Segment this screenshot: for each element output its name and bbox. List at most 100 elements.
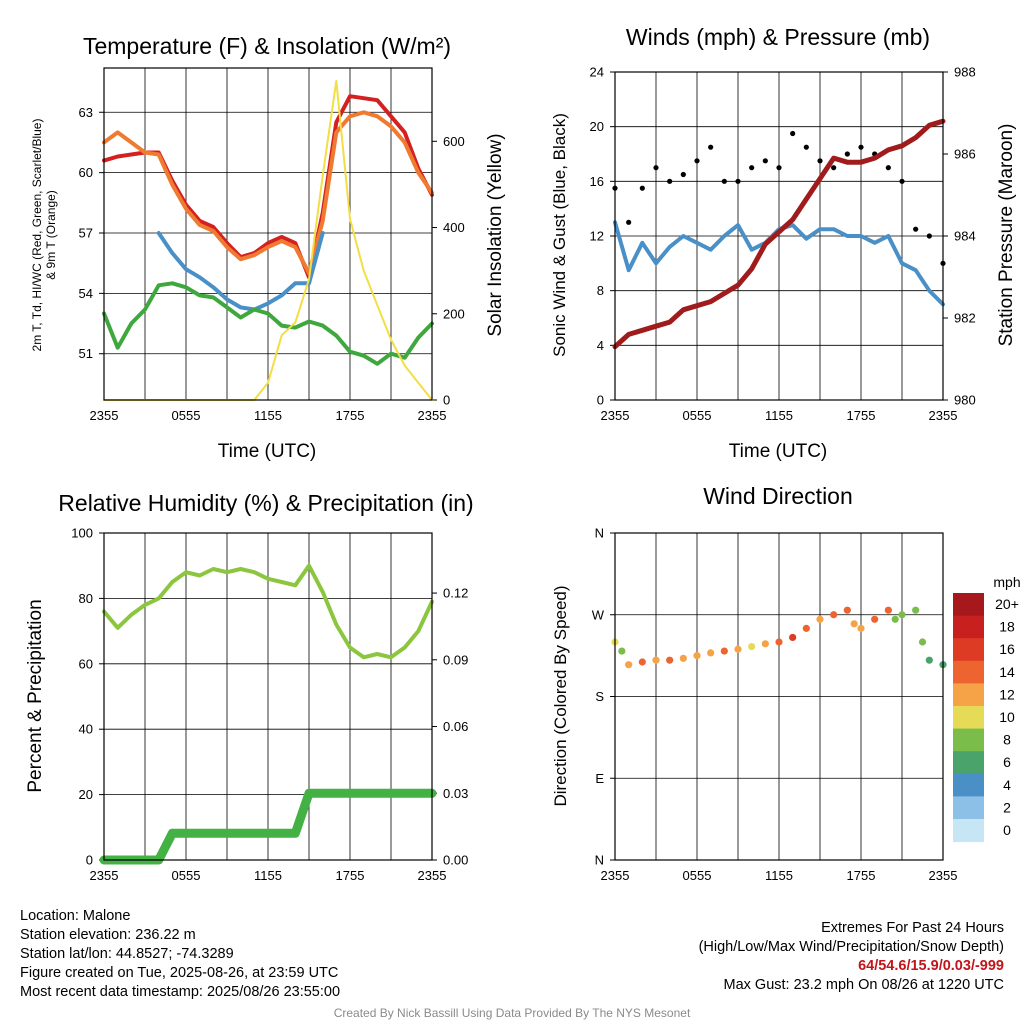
y2-tick-label: 0.06 [443,719,468,734]
x-tick-label-1755: 1755 [336,868,365,883]
plot-frame [614,532,944,861]
colorbar-swatch [953,706,984,730]
wind-xlabel: Time (UTC) [729,441,828,462]
y-tick-label: 60 [79,656,93,671]
direction-point [918,638,927,646]
direction-point [748,642,756,651]
gust-point [626,219,632,225]
gust-point [790,130,796,137]
colorbar-label: 6 [1003,754,1011,770]
colorbar-label: 4 [1003,777,1011,793]
credit-line: Created By Nick Bassill Using Data Provi… [333,1006,691,1020]
y-tick-label: 63 [79,105,93,120]
colorbar-label: 18 [999,619,1015,635]
gust-point [776,165,782,171]
colorbar-label: 20+ [995,596,1019,612]
gust-point [694,158,700,164]
wind-ylabel: Sonic Wind & Gust (Blue, Black) [550,113,569,357]
gust-point [762,158,768,164]
colorbar-label: 12 [999,686,1015,702]
y-tick-label: 24 [590,65,604,80]
x-tick-label-1755: 1755 [336,408,365,423]
gust-point [858,144,864,150]
direction-point [857,624,865,632]
direction-point [850,620,858,628]
x-tick-label-1155: 1155 [765,408,793,423]
direction-point [679,654,687,662]
y2-tick-label: 986 [954,147,976,162]
y2-tick-label: 988 [954,65,976,80]
direction-point [618,647,626,655]
y-tick-label: 0 [86,853,93,868]
y-tick-label: 80 [79,591,93,606]
direction-point [734,645,742,653]
plot-frame [103,532,433,861]
gust-point [844,151,850,157]
station-latlon: Station lat/lon: 44.8527; -74.3289 [20,946,234,962]
y2-tick-label: 400 [443,220,465,235]
direction-point [761,640,769,648]
y2-tick-label: 600 [443,134,465,149]
direction-point [638,658,646,666]
x-tick-label-2355: 2355 [929,408,958,423]
direction-point [720,647,728,655]
y-tick-label: 4 [597,338,604,353]
direction-point [652,656,660,664]
y2-tick-label: 0.09 [443,652,468,667]
x-tick-label-1155: 1155 [765,868,793,883]
temp-xlabel: Time (UTC) [218,441,317,462]
temperature-plot: 2355 0555 1155 1755 2355 51 54 57 60 63 0 200 400 600 [79,67,465,423]
x-tick-label-1755: 1755 [847,868,876,883]
x-tick-label-0555: 0555 [683,408,712,423]
colorbar-title: mph [993,574,1020,590]
x-tick-label-2355: 2355 [418,868,447,883]
station-info: Location: Malone Station elevation: 236.… [20,907,340,1002]
gust-point [817,158,823,164]
colorbar-label: 8 [1003,732,1011,748]
speed-colorbar: mph 20+ 18 16 14 12 10 8 6 4 2 0 [953,574,1021,843]
rh-ylabel: Percent & Precipitation [25,599,46,792]
y2-tick-label: 200 [443,306,465,321]
y2-tick-label: 980 [954,393,976,408]
station-pressure-line [612,118,946,350]
colorbar-label: 10 [999,709,1015,725]
gust-point [885,165,891,171]
y2-tick-label: 0.12 [443,586,468,601]
y-tick-label: 40 [79,722,93,737]
extremes-title: Extremes For Past 24 Hours [821,920,1004,936]
temp-y2label: Solar Insolation (Yellow) [485,133,506,336]
y-tick-label: 51 [79,346,93,361]
y-tick-label: 8 [597,283,604,298]
direction-point [884,606,892,614]
direction-point [871,615,879,623]
colorbar-swatch [953,751,984,775]
x-tick-label-2355: 2355 [601,868,630,883]
x-tick-label-1755: 1755 [847,408,876,423]
y-tick-label: 16 [590,174,604,189]
y2-tick-label: 0 [443,393,450,408]
gust-point [831,165,837,171]
rh-title: Relative Humidity (%) & Precipitation (i… [58,490,473,516]
x-tick-label-2355: 2355 [90,408,119,423]
direction-point [898,611,906,619]
temp-ylabel-line2: & 9m T (Orange) [44,190,58,280]
gust-point [680,171,686,178]
td-line [102,281,434,366]
9m-t-line [102,110,434,276]
colorbar-label: 14 [999,664,1015,680]
x-tick-label-1155: 1155 [254,408,282,423]
plot-frame [614,71,944,401]
colorbar-swatch [953,660,984,684]
x-tick-label-2355: 2355 [418,408,447,423]
extremes-subtitle: (High/Low/Max Wind/Precipitation/Snow De… [698,939,1004,955]
y-tick-label: 12 [590,229,604,244]
y-tick-label: S [595,689,604,704]
temp-ylabel-line1: 2m T, Td, HI/WC (Red, Green, Scarlet/Blu… [30,119,44,352]
gust-point [653,165,659,171]
colorbar-swatch [953,683,984,707]
direction-point [625,661,633,669]
y-tick-label: 0 [597,393,604,408]
x-tick-label-0555: 0555 [683,868,712,883]
direction-point [830,611,838,619]
